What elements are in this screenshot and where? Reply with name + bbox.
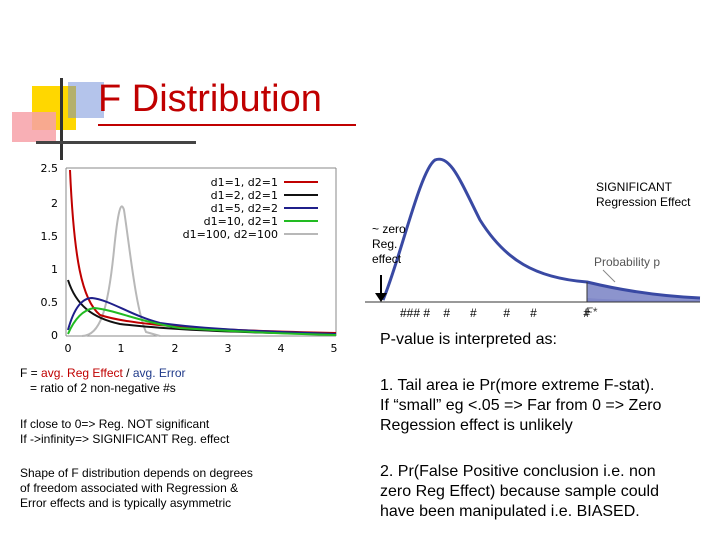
title-vertical-rule (60, 78, 63, 160)
curve-d1-100-d2-100 (81, 205, 161, 337)
legend-label: d1=5, d2=2 (211, 202, 278, 215)
pvalue-point-2: 2. Pr(False Positive conclusion i.e. non… (380, 462, 659, 522)
pvalue-point-1: 1. Tail area ie Pr(more extreme F-stat).… (380, 376, 661, 436)
x-tick-label: 4 (278, 342, 285, 355)
legend-label: d1=2, d2=1 (211, 189, 278, 202)
probability-label: Probability p (594, 255, 660, 269)
probability-pointer (602, 269, 616, 283)
curve-d1-5-d2-2 (67, 296, 337, 335)
pvalue-point-line: 2. Pr(False Positive conclusion i.e. non (380, 463, 656, 480)
significant-label-line: Regression Effect (596, 195, 691, 209)
pvalue-heading: P-value is interpreted as: (380, 331, 557, 348)
pvalue-point-line: If “small” eg <.05 => Far from 0 => Zero (380, 397, 662, 414)
density-curve (381, 157, 701, 301)
f-density-chart: 2.5 2 1.5 1 0.5 0 0 1 2 3 4 5 d1=1, d2=1… (41, 162, 338, 355)
shape-note-line: of freedom associated with Regression & (20, 481, 239, 495)
pvalue-point-line: have been manipulated i.e. BIASED. (380, 503, 640, 520)
x-ticks: 0 1 2 3 4 5 (65, 342, 338, 355)
chart-legend: d1=1, d2=1 d1=2, d2=1 d1=5, d2=2 d1=10, … (183, 176, 318, 241)
y-tick-label: 2.5 (41, 162, 59, 175)
close-zero-note: If close to 0=> Reg. NOT significant (20, 417, 210, 431)
f-prefix: F = (20, 366, 42, 380)
fstar-label: F* (585, 305, 597, 319)
zero-label-line: Reg. (372, 237, 398, 251)
significant-label: SIGNIFICANT Regression Effect (596, 180, 691, 210)
x-tick-label: 0 (65, 342, 72, 355)
significance-notes: If close to 0=> Reg. NOT significant If … (20, 417, 229, 447)
slide-title: F Distribution (98, 78, 322, 120)
significant-label-line: SIGNIFICANT (596, 180, 673, 194)
zero-effect-label: ~ zero Reg. effect (372, 222, 406, 267)
x-tick-label: 1 (118, 342, 125, 355)
zero-arrow-head (375, 293, 387, 302)
f-denominator: avg. Error (132, 366, 186, 380)
x-tick-label: 5 (331, 342, 338, 355)
shape-note-line: Shape of F distribution depends on degre… (20, 466, 253, 480)
title-horizontal-rule (36, 141, 196, 144)
x-tick-label: 2 (172, 342, 179, 355)
title-decoration-red (12, 112, 56, 142)
legend-label: d1=10, d2=1 (204, 215, 278, 228)
curve-d1-10-d2-1 (67, 306, 337, 336)
y-ticks: 2.5 2 1.5 1 0.5 0 (41, 162, 59, 342)
f-formula: F = avg. Reg Effect / avg. Error (20, 366, 186, 381)
x-tick-label: 3 (225, 342, 232, 355)
title-underline (98, 124, 356, 126)
hash-marks: ### # # # # # # (400, 306, 591, 320)
f-ratio: = ratio of 2 non-negative #s (30, 381, 176, 395)
f-numerator: avg. Reg Effect (41, 366, 123, 380)
y-tick-label: 0.5 (41, 296, 59, 309)
zero-label-line: effect (372, 252, 402, 266)
pvalue-point-line: zero Reg Effect) because sample could (380, 483, 659, 500)
legend-label: d1=100, d2=100 (183, 228, 278, 241)
shape-note: Shape of F distribution depends on degre… (20, 466, 253, 511)
pvalue-point-line: 1. Tail area ie Pr(more extreme F-stat). (380, 377, 655, 394)
f-definition: F = avg. Reg Effect / avg. Error = ratio… (20, 366, 186, 396)
legend-label: d1=1, d2=1 (211, 176, 278, 189)
y-tick-label: 1.5 (41, 230, 59, 243)
zero-label-line: ~ zero (372, 222, 406, 236)
shape-note-line: Error effects and is typically asymmetri… (20, 496, 232, 510)
infinity-note: If ->infinity=> SIGNIFICANT Reg. effect (20, 432, 230, 446)
y-tick-label: 2 (51, 197, 58, 210)
y-tick-label: 1 (51, 263, 58, 276)
y-tick-label: 0 (51, 329, 58, 342)
pvalue-point-line: Regession effect is unlikely (380, 417, 573, 434)
p-value-chart: F* Probability p (365, 157, 701, 319)
f-slash: / (122, 366, 133, 380)
title-decoration-blue (68, 82, 104, 118)
